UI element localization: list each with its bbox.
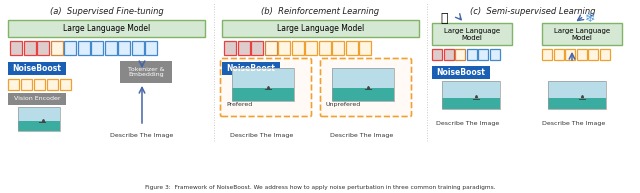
Bar — [8, 79, 19, 90]
Bar — [548, 81, 606, 109]
Bar — [37, 41, 49, 55]
Bar — [278, 41, 290, 55]
Text: Describe The Image: Describe The Image — [436, 121, 500, 126]
Bar — [359, 41, 371, 55]
Bar — [21, 79, 32, 90]
Bar — [222, 20, 419, 37]
Bar — [319, 41, 330, 55]
FancyBboxPatch shape — [321, 58, 412, 117]
Bar — [467, 49, 477, 60]
Bar — [232, 68, 294, 101]
Bar — [10, 41, 22, 55]
Bar — [442, 81, 500, 98]
Text: Large Language Model: Large Language Model — [277, 24, 364, 33]
Bar — [264, 41, 276, 55]
Bar — [588, 49, 598, 60]
Bar — [224, 41, 236, 55]
Bar — [237, 41, 250, 55]
Text: Vision Encoder: Vision Encoder — [13, 96, 60, 102]
Bar — [291, 41, 303, 55]
Bar — [8, 20, 205, 37]
Bar — [47, 79, 58, 90]
Bar — [432, 23, 512, 45]
Bar — [251, 41, 263, 55]
Bar — [442, 81, 500, 109]
Text: NoiseBoost: NoiseBoost — [13, 64, 61, 73]
Text: (a)  Supervised Fine-tuning: (a) Supervised Fine-tuning — [50, 7, 164, 16]
Bar — [222, 62, 280, 75]
Bar — [478, 49, 488, 60]
Bar — [24, 41, 35, 55]
Bar — [332, 41, 344, 55]
Bar — [91, 41, 103, 55]
Bar — [444, 49, 454, 60]
Bar — [131, 41, 143, 55]
Bar — [77, 41, 90, 55]
Text: 🔥: 🔥 — [440, 12, 448, 25]
Bar — [332, 88, 394, 101]
Bar — [118, 41, 130, 55]
Text: ❄️: ❄️ — [585, 12, 595, 25]
Text: Describe The Image: Describe The Image — [230, 133, 294, 138]
Text: Describe The Image: Describe The Image — [110, 133, 173, 138]
Bar — [8, 93, 66, 105]
Bar — [332, 68, 394, 101]
Bar — [346, 41, 358, 55]
Bar — [104, 41, 116, 55]
Text: Large Language Model: Large Language Model — [63, 24, 150, 33]
Text: Prefered: Prefered — [226, 102, 252, 107]
FancyBboxPatch shape — [221, 58, 312, 117]
Bar — [542, 49, 552, 60]
Bar — [554, 49, 563, 60]
Bar — [18, 121, 60, 131]
Bar — [577, 49, 586, 60]
Text: Describe The Image: Describe The Image — [330, 133, 394, 138]
Text: Tokenizer &
Embedding: Tokenizer & Embedding — [128, 67, 164, 77]
Bar — [60, 79, 71, 90]
Bar — [432, 49, 442, 60]
Bar — [332, 68, 394, 88]
Bar — [145, 41, 157, 55]
Bar — [232, 88, 294, 101]
Text: Large Language
Model: Large Language Model — [444, 27, 500, 41]
Bar — [490, 49, 499, 60]
Bar — [548, 81, 606, 98]
Bar — [565, 49, 575, 60]
Bar — [455, 49, 465, 60]
Bar — [305, 41, 317, 55]
Text: Figure 3:  Framework of NoiseBoost. We address how to apply noise perturbation i: Figure 3: Framework of NoiseBoost. We ad… — [145, 185, 495, 190]
Bar — [34, 79, 45, 90]
Text: Large Language
Model: Large Language Model — [554, 27, 610, 41]
Text: NoiseBoost: NoiseBoost — [227, 64, 275, 73]
Bar — [8, 62, 66, 75]
Bar — [18, 107, 60, 131]
Bar — [432, 66, 490, 79]
Bar — [120, 61, 172, 83]
Text: Unprefered: Unprefered — [325, 102, 360, 107]
Text: (b)  Reinforcement Learning: (b) Reinforcement Learning — [261, 7, 379, 16]
Bar — [542, 23, 622, 45]
Bar — [548, 98, 606, 109]
Bar — [442, 98, 500, 109]
Bar — [64, 41, 76, 55]
Bar — [600, 49, 609, 60]
Text: NoiseBoost: NoiseBoost — [436, 68, 485, 77]
Bar — [232, 68, 294, 88]
Bar — [18, 107, 60, 122]
Text: Describe The Image: Describe The Image — [542, 121, 605, 126]
Bar — [51, 41, 63, 55]
Text: (c)  Semi-supervised Learning: (c) Semi-supervised Learning — [470, 7, 596, 16]
